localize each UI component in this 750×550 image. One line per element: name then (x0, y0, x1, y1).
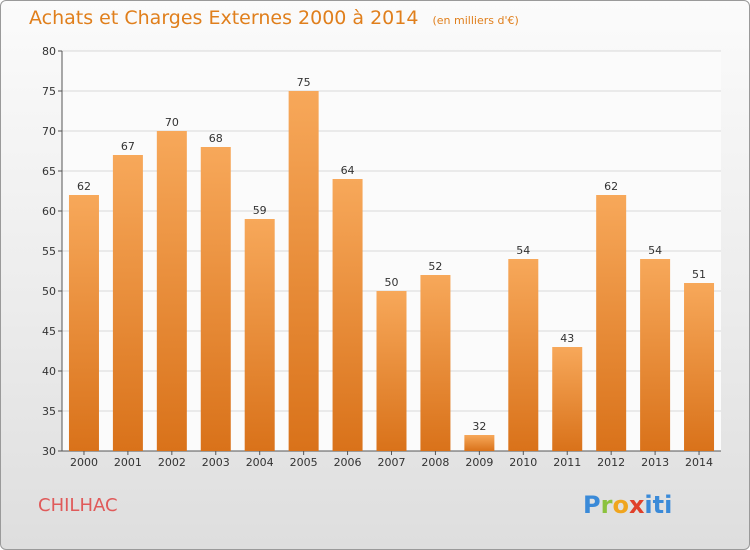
x-tick-label-2008: 2008 (421, 456, 449, 469)
data-label-2008: 52 (428, 260, 442, 273)
x-tick-label-2002: 2002 (158, 456, 186, 469)
x-tick-label-2006: 2006 (334, 456, 362, 469)
y-tick-label: 40 (42, 365, 56, 378)
x-tick-label-2007: 2007 (378, 456, 406, 469)
y-tick-label: 45 (42, 325, 56, 338)
x-tick-label-2010: 2010 (509, 456, 537, 469)
data-label-2012: 62 (604, 180, 618, 193)
x-tick-label-2014: 2014 (685, 456, 713, 469)
data-label-2009: 32 (472, 420, 486, 433)
data-label-2011: 43 (560, 332, 574, 345)
y-tick-label: 80 (42, 45, 56, 58)
bar-2006 (332, 179, 363, 451)
x-tick-label-2011: 2011 (553, 456, 581, 469)
y-tick-label: 50 (42, 285, 56, 298)
bar-2004 (244, 219, 275, 451)
bar-2008 (420, 275, 451, 451)
bar-2002 (156, 131, 187, 451)
y-tick-label: 55 (42, 245, 56, 258)
bar-2007 (376, 291, 407, 451)
bar-2000 (68, 195, 99, 451)
data-label-2014: 51 (692, 268, 706, 281)
data-label-2006: 64 (341, 164, 355, 177)
bar-2009 (464, 435, 495, 451)
bar-2005 (288, 91, 319, 451)
x-tick-label-2005: 2005 (290, 456, 318, 469)
bar-2013 (640, 259, 671, 451)
proxiti-logo: Proxiti (583, 491, 673, 519)
data-label-2000: 62 (77, 180, 91, 193)
bar-2014 (684, 283, 715, 451)
bar-2012 (596, 195, 627, 451)
y-tick-label: 75 (42, 85, 56, 98)
x-tick-label-2012: 2012 (597, 456, 625, 469)
data-label-2010: 54 (516, 244, 530, 257)
x-tick-label-2000: 2000 (70, 456, 98, 469)
y-tick-label: 60 (42, 205, 56, 218)
bar-2011 (552, 347, 583, 451)
data-label-2007: 50 (385, 276, 399, 289)
x-tick-label-2003: 2003 (202, 456, 230, 469)
place-name: CHILHAC (38, 495, 118, 516)
chart-subtitle: (en milliers d'€) (432, 14, 519, 27)
y-tick-label: 65 (42, 165, 56, 178)
x-tick-label-2013: 2013 (641, 456, 669, 469)
y-tick-label: 35 (42, 405, 56, 418)
data-label-2004: 59 (253, 204, 267, 217)
data-label-2002: 70 (165, 116, 179, 129)
bar-2010 (508, 259, 539, 451)
x-tick-label-2001: 2001 (114, 456, 142, 469)
data-label-2001: 67 (121, 140, 135, 153)
x-tick-label-2004: 2004 (246, 456, 274, 469)
data-label-2013: 54 (648, 244, 662, 257)
chart-title: Achats et Charges Externes 2000 à 2014 (… (29, 7, 519, 29)
bar-2001 (112, 155, 143, 451)
chart-title-text: Achats et Charges Externes 2000 à 2014 (29, 7, 419, 29)
bar-2003 (200, 147, 231, 451)
x-tick-label-2009: 2009 (465, 456, 493, 469)
y-tick-label: 70 (42, 125, 56, 138)
data-label-2005: 75 (297, 76, 311, 89)
data-label-2003: 68 (209, 132, 223, 145)
y-tick-label: 30 (42, 445, 56, 458)
